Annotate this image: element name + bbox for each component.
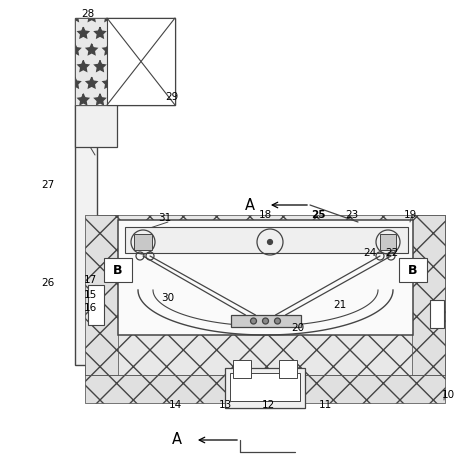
- Bar: [85, 375, 445, 403]
- Text: 23: 23: [346, 210, 359, 220]
- Text: 30: 30: [161, 293, 175, 303]
- Text: A: A: [172, 433, 182, 448]
- Bar: [412, 215, 445, 375]
- Bar: [225, 368, 305, 408]
- Bar: [75, 105, 117, 147]
- Text: 27: 27: [42, 180, 55, 190]
- Bar: [125, 227, 408, 253]
- Circle shape: [267, 239, 273, 244]
- Bar: [382, 236, 394, 248]
- Text: 22: 22: [385, 248, 399, 258]
- Text: 29: 29: [165, 92, 179, 102]
- Bar: [231, 315, 300, 327]
- Bar: [107, 18, 175, 105]
- Circle shape: [250, 318, 256, 324]
- Text: 20: 20: [292, 323, 304, 333]
- Text: 11: 11: [318, 400, 332, 410]
- Text: B: B: [113, 263, 123, 277]
- Bar: [75, 18, 175, 105]
- Text: 18: 18: [258, 210, 272, 220]
- Text: 19: 19: [403, 210, 417, 220]
- Text: 26: 26: [42, 278, 55, 288]
- Text: 31: 31: [158, 213, 171, 223]
- Bar: [75, 18, 107, 105]
- Bar: [137, 236, 149, 248]
- Bar: [380, 234, 396, 250]
- Text: 13: 13: [219, 400, 231, 410]
- Text: 10: 10: [441, 390, 455, 400]
- Text: 28: 28: [81, 9, 95, 19]
- Bar: [118, 220, 413, 335]
- Bar: [75, 105, 97, 365]
- Circle shape: [262, 318, 268, 324]
- Text: 25: 25: [311, 210, 325, 220]
- Bar: [85, 215, 445, 375]
- Text: A: A: [245, 197, 255, 212]
- Bar: [88, 285, 104, 325]
- Circle shape: [274, 318, 280, 324]
- Bar: [104, 258, 132, 282]
- Text: 12: 12: [261, 400, 274, 410]
- Text: B: B: [408, 263, 418, 277]
- Bar: [399, 258, 427, 282]
- Bar: [430, 300, 444, 328]
- Text: 14: 14: [168, 400, 182, 410]
- Text: 16: 16: [83, 303, 97, 313]
- Bar: [230, 373, 300, 401]
- Text: 17: 17: [83, 275, 97, 285]
- Text: 15: 15: [83, 290, 97, 300]
- Text: 24: 24: [364, 248, 377, 258]
- Bar: [233, 360, 251, 378]
- Bar: [85, 215, 118, 375]
- Bar: [134, 234, 152, 250]
- Text: 21: 21: [334, 300, 346, 310]
- Bar: [279, 360, 297, 378]
